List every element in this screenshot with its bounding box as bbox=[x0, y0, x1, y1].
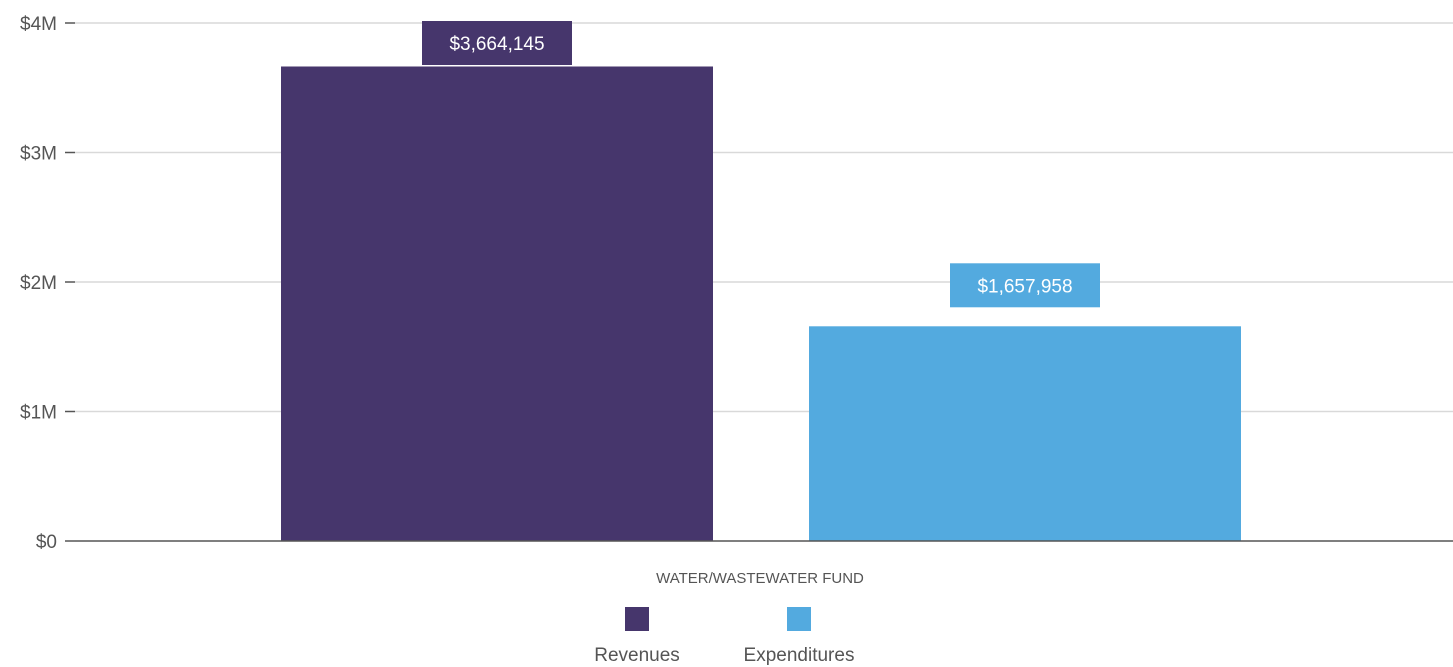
legend-swatch bbox=[625, 607, 649, 631]
data-label: $3,664,145 bbox=[422, 21, 572, 65]
y-axis-tick-label: $4M bbox=[20, 14, 57, 35]
bar-revenues bbox=[281, 66, 713, 541]
x-axis-category-label: WATER/WASTEWATER FUND bbox=[656, 570, 864, 587]
y-axis-tick-label: $2M bbox=[20, 273, 57, 294]
legend-label: Revenues bbox=[594, 645, 680, 666]
y-axis-tick-labels: $0 $1M $2M $3M $4M bbox=[20, 14, 75, 553]
legend-item-expenditures: Expenditures bbox=[744, 607, 855, 666]
legend-swatch bbox=[787, 607, 811, 631]
bar-expenditures bbox=[809, 326, 1241, 541]
legend: Revenues Expenditures bbox=[594, 607, 854, 666]
data-label-box bbox=[950, 263, 1100, 308]
legend-label: Expenditures bbox=[744, 645, 855, 666]
data-label-text: $3,664,145 bbox=[449, 34, 544, 55]
y-axis-tick-label: $3M bbox=[20, 144, 57, 165]
x-axis-category-labels: WATER/WASTEWATER FUND bbox=[656, 570, 864, 587]
data-labels: $3,664,145 $1,657,958 bbox=[422, 21, 1100, 308]
data-label-box bbox=[422, 21, 572, 65]
legend-item-revenues: Revenues bbox=[594, 607, 680, 666]
y-axis-tick-label: $0 bbox=[36, 532, 57, 553]
y-axis-tick-label: $1M bbox=[20, 403, 57, 424]
data-label: $1,657,958 bbox=[950, 263, 1100, 308]
data-label-text: $1,657,958 bbox=[977, 276, 1072, 297]
bars bbox=[281, 66, 1241, 541]
